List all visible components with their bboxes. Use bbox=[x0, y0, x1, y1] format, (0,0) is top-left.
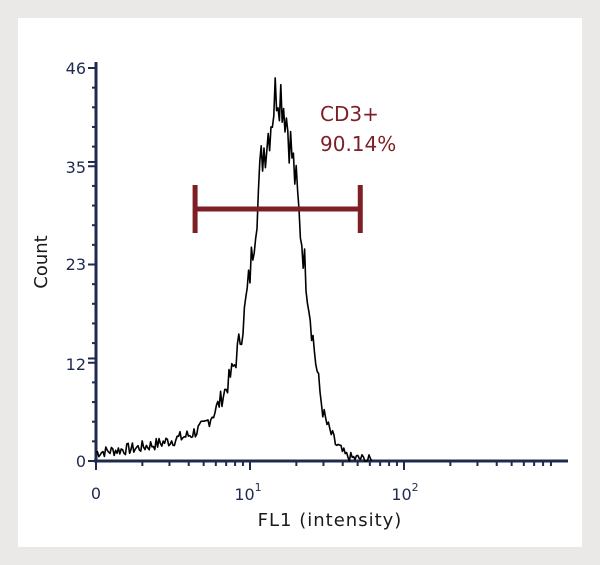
y-tick-label-12: 12 bbox=[66, 355, 86, 374]
chart-panel bbox=[18, 18, 582, 547]
y-tick-label-0: 0 bbox=[76, 452, 86, 471]
y-tick-label-35: 35 bbox=[66, 158, 86, 177]
x-axis-title: FL1 (intensity) bbox=[258, 510, 403, 531]
series-line bbox=[95, 77, 373, 462]
y-tick-label-46: 46 bbox=[66, 59, 86, 78]
x-tick-label-2: 102 bbox=[391, 481, 418, 504]
gate-marker bbox=[192, 184, 363, 233]
y-axis-title: Count bbox=[31, 235, 52, 288]
gate-percent: 90.14% bbox=[320, 132, 396, 156]
y-axis-ticks bbox=[88, 67, 96, 462]
x-tick-label-1: 101 bbox=[234, 481, 261, 504]
x-axis-ticks bbox=[95, 461, 552, 470]
gate-label: CD3+ bbox=[320, 102, 379, 126]
x-tick-label-0: 0 bbox=[91, 484, 101, 503]
y-tick-label-23: 23 bbox=[66, 255, 86, 274]
